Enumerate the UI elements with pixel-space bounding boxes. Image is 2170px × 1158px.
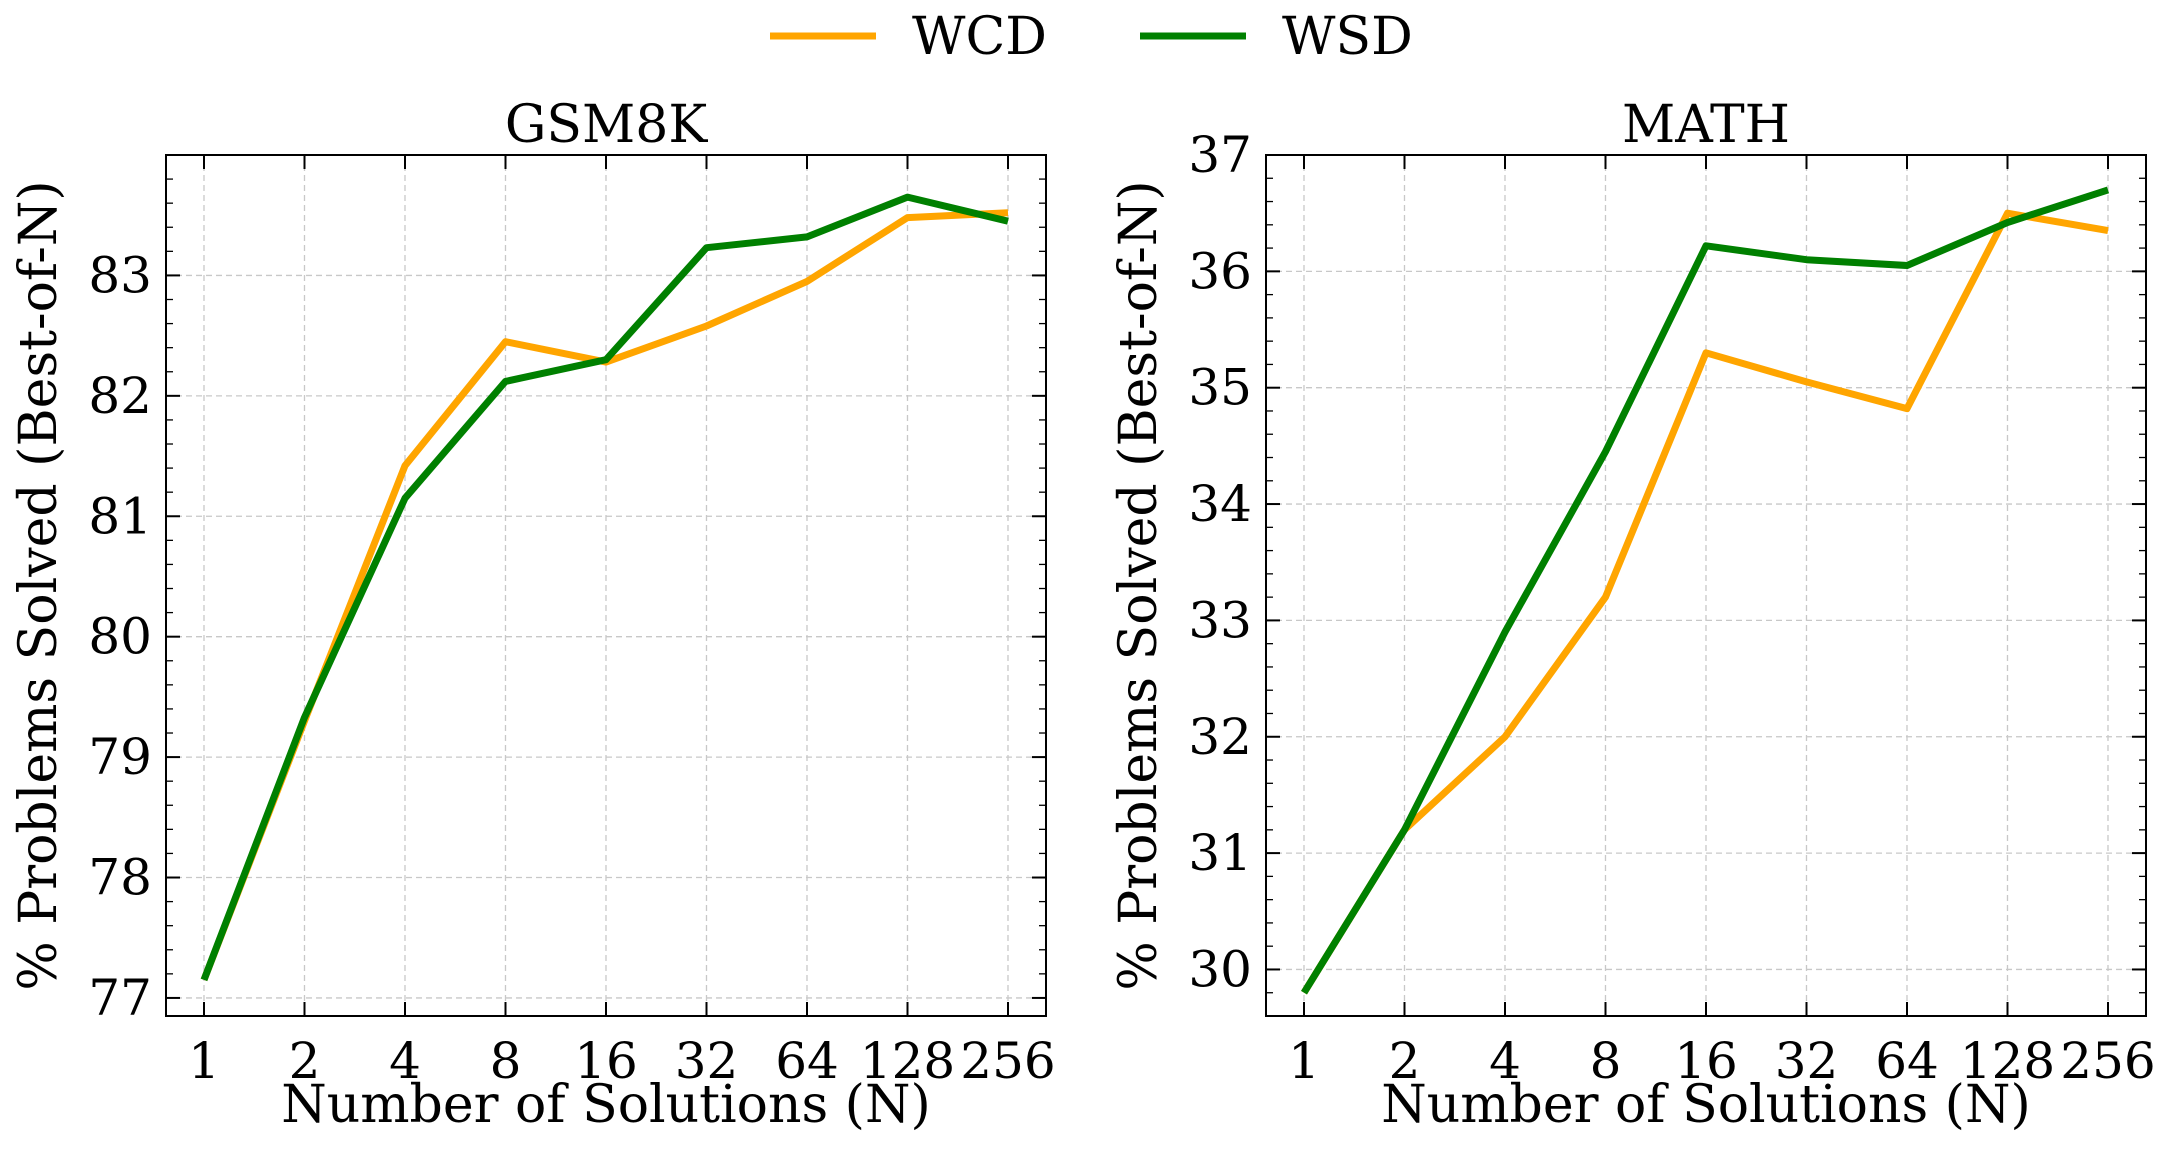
x-tick-label: 32 [1775, 1032, 1839, 1090]
y-tick-label: 81 [88, 487, 152, 545]
series-line-wcd [1301, 209, 2109, 995]
y-tick-label: 30 [1188, 940, 1252, 998]
y-tick-label: 35 [1188, 359, 1252, 417]
y-axis-label: % Problems Solved (Best-of-N) [1109, 180, 1169, 990]
x-tick-label: 2 [289, 1032, 321, 1090]
x-tick-label: 1 [1288, 1032, 1320, 1090]
x-axis-label: Number of Solutions (N) [1381, 1075, 2031, 1135]
y-tick-label: 34 [1188, 475, 1252, 533]
y-tick-label: 78 [88, 849, 152, 907]
y-tick-label: 79 [88, 728, 152, 786]
x-tick-label: 64 [1875, 1032, 1939, 1090]
x-tick-label: 4 [1489, 1032, 1521, 1090]
y-tick-label: 33 [1188, 591, 1252, 649]
gsm8k-panel: 77 78 79 80 81 82 83 1 2 4 8 16 32 64 128 256 GSM8K Numbe… [9, 95, 1056, 1135]
y-tick-label: 31 [1188, 824, 1252, 882]
legend-label-wcd: WCD [912, 7, 1047, 67]
legend-label-wsd: WSD [1282, 7, 1413, 67]
x-tick-label: 8 [490, 1032, 522, 1090]
plot-frame [165, 154, 1047, 1017]
x-tick-label: 16 [1674, 1032, 1738, 1090]
y-tick-label: 37 [1188, 126, 1252, 184]
y-tick-label: 32 [1188, 708, 1252, 766]
legend: WCD WSD [770, 7, 1413, 67]
x-tick-label: 256 [2060, 1032, 2155, 1090]
x-tick-label: 32 [675, 1032, 739, 1090]
x-tick-label: 128 [860, 1032, 955, 1090]
x-tick-label: 8 [1590, 1032, 1622, 1090]
gsm8k-title: GSM8K [505, 95, 708, 155]
x-tick-label: 1 [188, 1032, 220, 1090]
math-title: MATH [1622, 95, 1790, 155]
x-tick-label: 2 [1389, 1032, 1421, 1090]
x-tick-label: 128 [1960, 1032, 2055, 1090]
x-tick-label: 64 [775, 1032, 839, 1090]
y-tick-label: 36 [1188, 242, 1252, 300]
y-tick-label: 77 [88, 969, 152, 1027]
y-tick-label: 83 [88, 246, 152, 304]
y-tick-label: 80 [88, 608, 152, 666]
series-line-wsd [200, 193, 1009, 982]
x-tick-label: 4 [389, 1032, 421, 1090]
x-tick-label: 16 [574, 1032, 638, 1090]
x-tick-label: 256 [960, 1032, 1055, 1090]
y-tick-label: 82 [88, 367, 152, 425]
x-axis-label: Number of Solutions (N) [281, 1075, 931, 1135]
series-line-wsd [1301, 186, 2110, 995]
y-axis-label: % Problems Solved (Best-of-N) [9, 180, 69, 990]
plot-frame [1265, 154, 2147, 1017]
math-panel: 30 31 32 33 34 35 36 37 1 2 4 8 16 32 64 128 256 MATH Numb… [1109, 95, 2156, 1135]
